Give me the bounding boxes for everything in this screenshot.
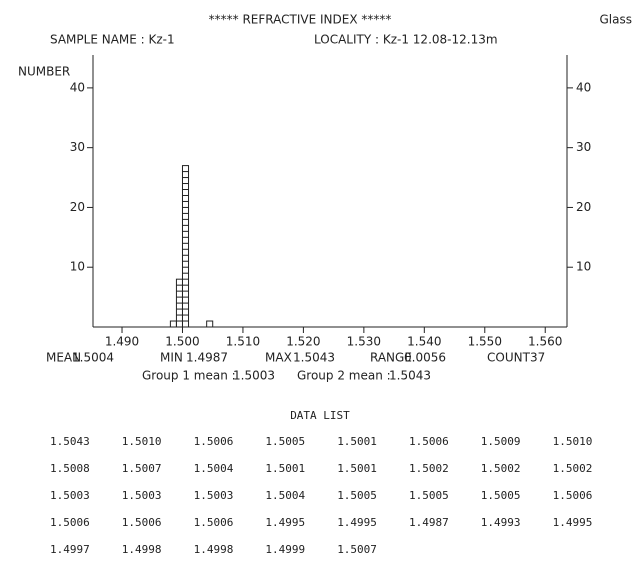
y-tick-label: 40 — [70, 80, 85, 94]
chart-title: ***** REFRACTIVE INDEX ***** — [209, 13, 392, 27]
data-list-value: 1.5003 — [122, 489, 162, 502]
data-list-value: 1.5006 — [553, 489, 593, 502]
y-axis-label: NUMBER — [18, 65, 70, 79]
data-list-value: 1.4995 — [553, 516, 593, 529]
stat-value: 1.5043 — [293, 351, 335, 365]
data-list-value: 1.4995 — [265, 516, 305, 529]
y2-tick-label: 30 — [576, 140, 591, 154]
data-list-value: 1.5006 — [194, 516, 234, 529]
data-list-value: 1.5007 — [337, 543, 377, 556]
data-list-value: 1.5005 — [265, 435, 305, 448]
x-tick-label: 1.490 — [105, 335, 139, 349]
data-list-value: 1.5002 — [409, 462, 449, 475]
data-list-value: 1.5003 — [50, 489, 90, 502]
sample-name: SAMPLE NAME : Kz-1 — [50, 33, 175, 47]
data-list-value: 1.5009 — [481, 435, 521, 448]
group-value: 1.5003 — [233, 369, 275, 383]
data-list-value: 1.4998 — [194, 543, 234, 556]
data-list-value: 1.5008 — [50, 462, 90, 475]
stat-value: 1.4987 — [186, 351, 228, 365]
data-list-value: 1.5005 — [481, 489, 521, 502]
stat-label: MEAN — [46, 351, 81, 365]
bar — [181, 165, 190, 328]
data-list-value: 1.5001 — [337, 435, 377, 448]
x-tick-label: 1.530 — [347, 335, 381, 349]
stat-value: 1.5004 — [72, 351, 114, 365]
data-list-value: 1.4987 — [409, 516, 449, 529]
corner-label: Glass — [600, 13, 633, 27]
bar — [206, 320, 214, 328]
data-list-value: 1.5006 — [50, 516, 90, 529]
data-list-value: 1.4999 — [265, 543, 305, 556]
group-label: Group 2 mean : — [297, 369, 391, 383]
data-list-value: 1.5005 — [409, 489, 449, 502]
stat-label: RANGE — [370, 351, 412, 365]
data-list-value: 1.5006 — [409, 435, 449, 448]
stat-value: 0.0056 — [404, 351, 446, 365]
data-list-value: 1.5043 — [50, 435, 90, 448]
data-list-value: 1.5010 — [553, 435, 593, 448]
data-list-title: DATA LIST — [290, 409, 350, 422]
data-list-value: 1.5004 — [265, 489, 305, 502]
data-list-value: 1.5004 — [194, 462, 234, 475]
y2-tick-label: 10 — [576, 260, 591, 274]
data-list-value: 1.5006 — [194, 435, 234, 448]
bar — [169, 320, 177, 328]
stat-label: COUNT — [487, 351, 531, 365]
x-tick-label: 1.510 — [226, 335, 260, 349]
data-list-value: 1.4995 — [337, 516, 377, 529]
group-value: 1.5043 — [389, 369, 431, 383]
x-tick-label: 1.540 — [407, 335, 441, 349]
data-list-value: 1.5001 — [265, 462, 305, 475]
x-tick-label: 1.560 — [528, 335, 562, 349]
data-list-value: 1.4993 — [481, 516, 521, 529]
x-tick-label: 1.550 — [468, 335, 502, 349]
stat-label: MIN — [160, 351, 183, 365]
data-list-value: 1.4998 — [122, 543, 162, 556]
y2-tick-label: 20 — [576, 200, 591, 214]
data-list-value: 1.5002 — [481, 462, 521, 475]
data-list-value: 1.5010 — [122, 435, 162, 448]
data-list-value: 1.4997 — [50, 543, 90, 556]
locality: LOCALITY : Kz-1 12.08-12.13m — [314, 33, 498, 47]
data-list-value: 1.5002 — [553, 462, 593, 475]
data-list-value: 1.5006 — [122, 516, 162, 529]
y-tick-label: 30 — [70, 140, 85, 154]
y2-tick-label: 40 — [576, 80, 591, 94]
data-list-value: 1.5007 — [122, 462, 162, 475]
y-tick-label: 20 — [70, 200, 85, 214]
stat-value: 37 — [530, 351, 545, 365]
data-list-value: 1.5003 — [194, 489, 234, 502]
data-list-value: 1.5005 — [337, 489, 377, 502]
x-tick-label: 1.500 — [165, 335, 199, 349]
y-tick-label: 10 — [70, 260, 85, 274]
data-list-value: 1.5001 — [337, 462, 377, 475]
x-tick-label: 1.520 — [286, 335, 320, 349]
group-label: Group 1 mean : — [142, 369, 236, 383]
stat-label: MAX — [265, 351, 292, 365]
